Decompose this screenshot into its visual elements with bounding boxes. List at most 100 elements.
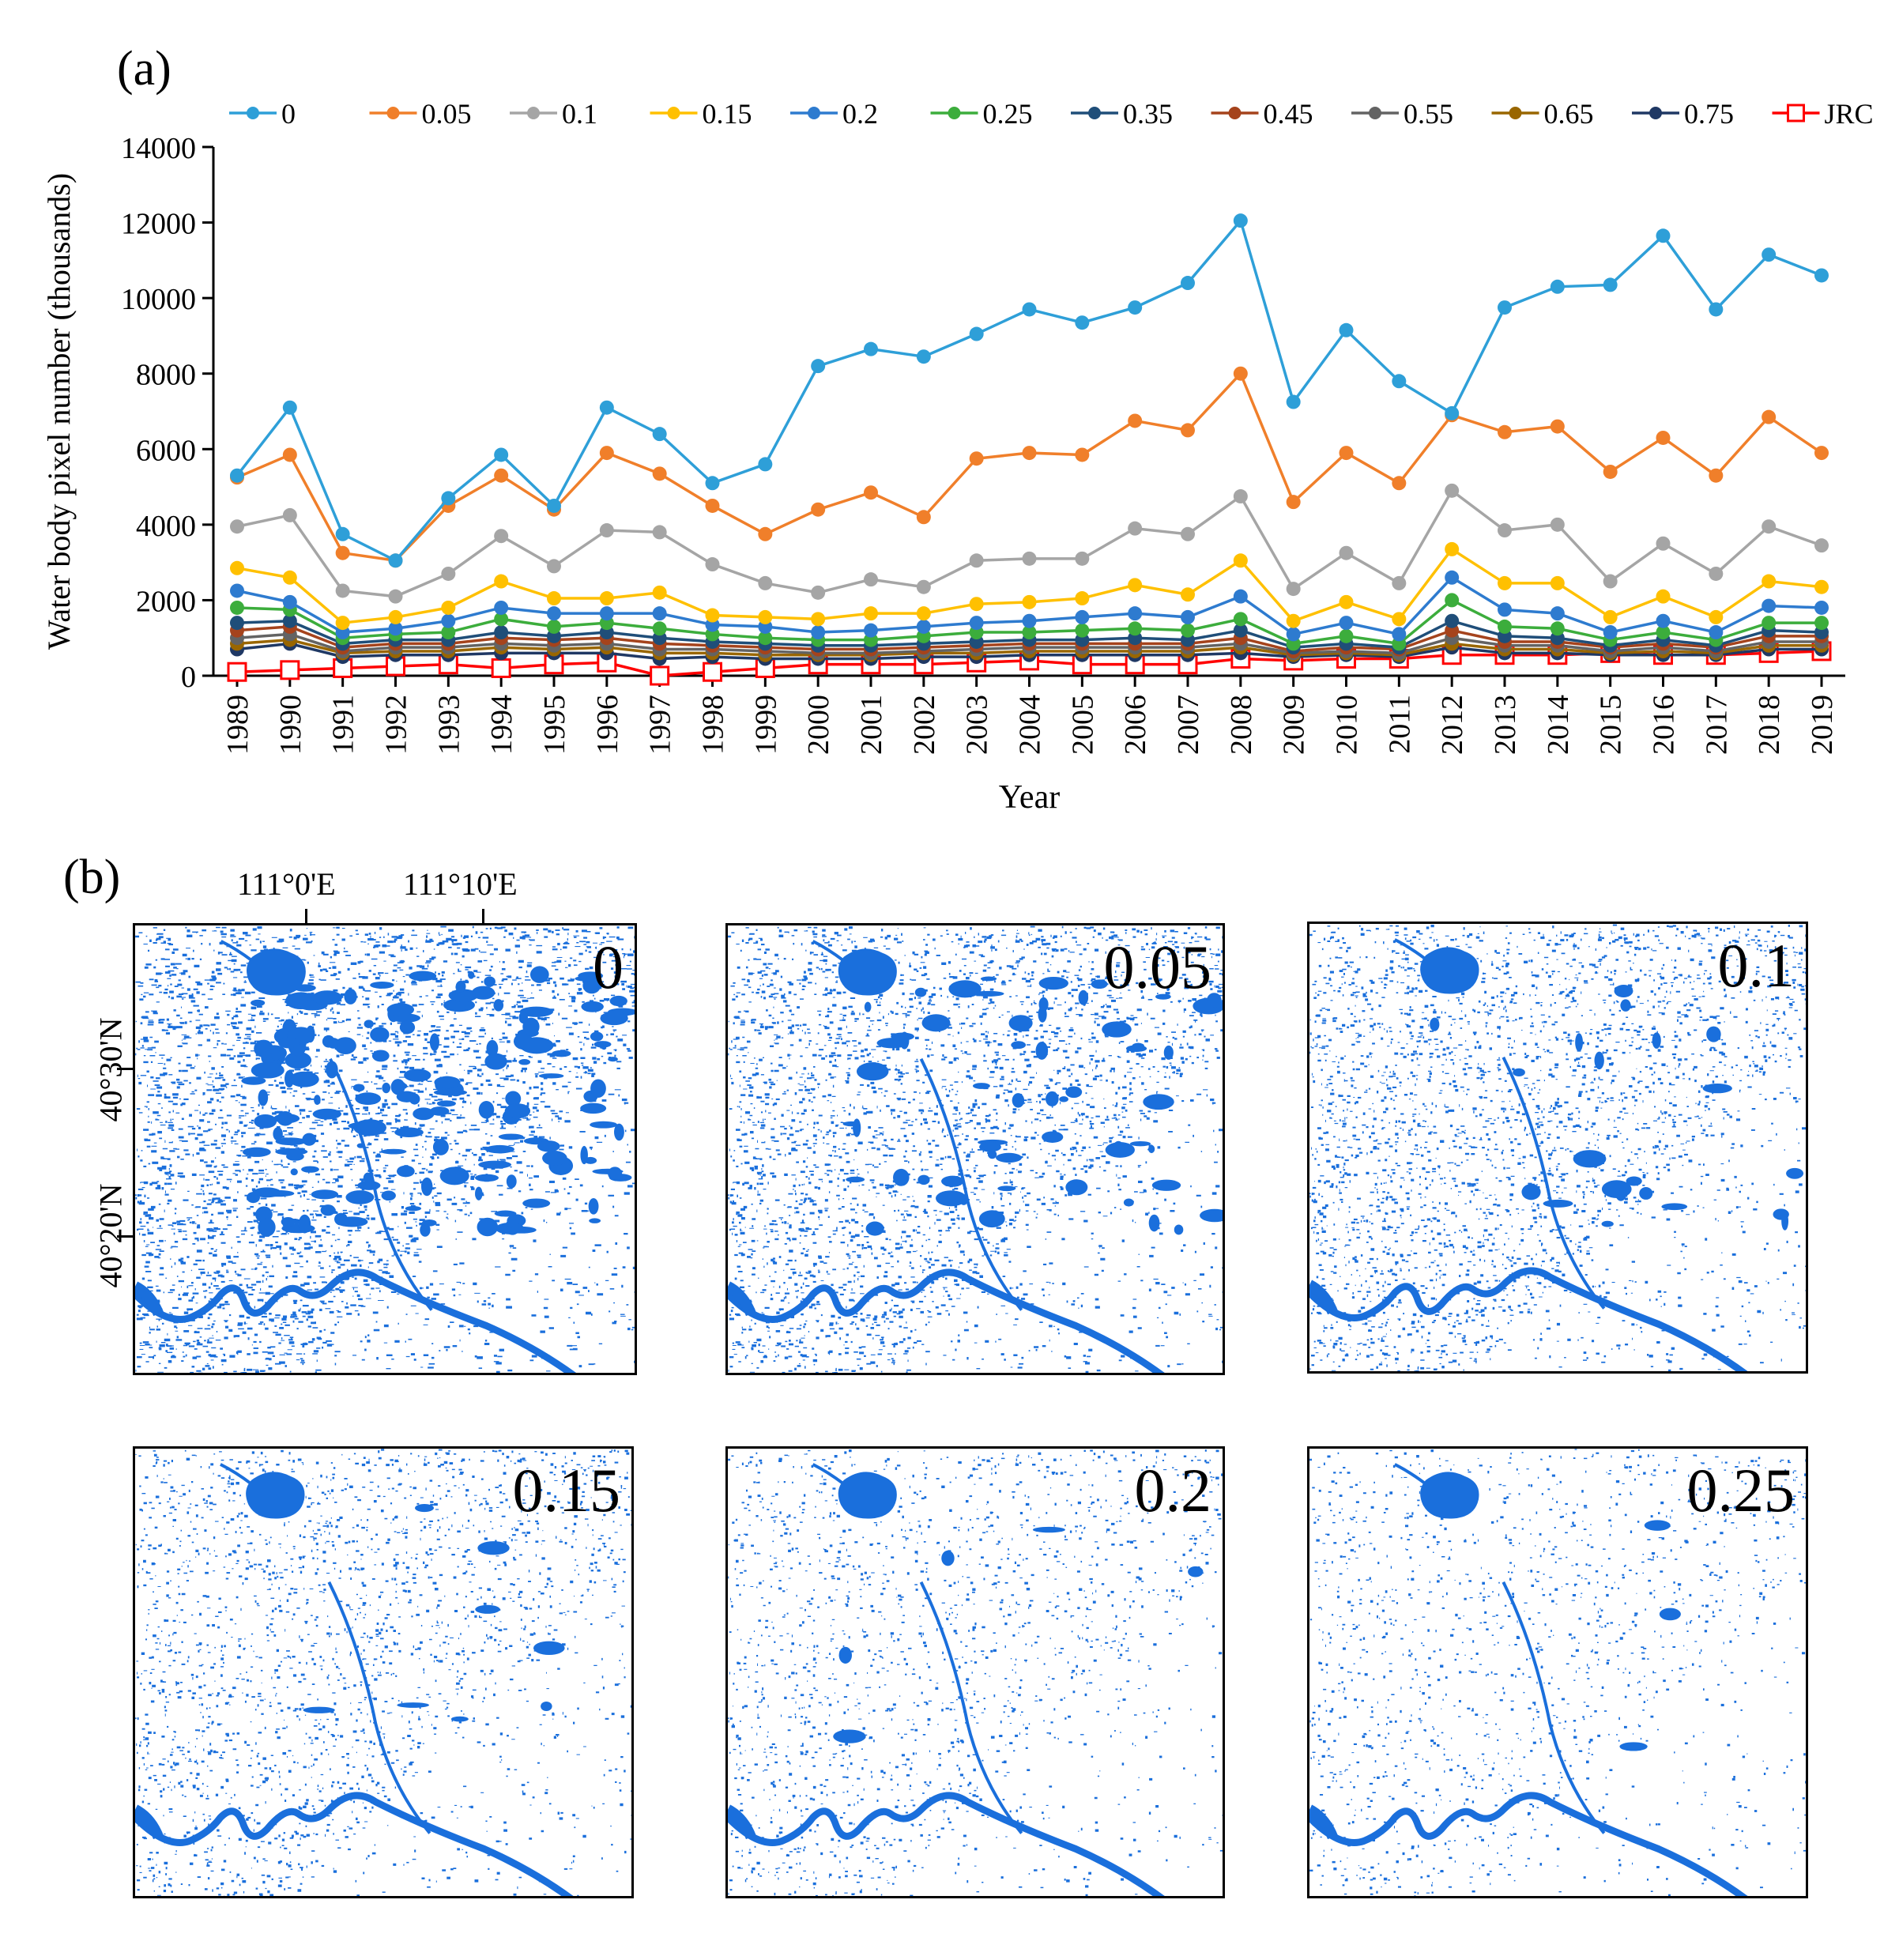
data-point-0 (1762, 247, 1777, 262)
data-point-0.15 (1022, 594, 1037, 609)
data-point-0.2 (1233, 589, 1248, 604)
data-point-0 (1709, 302, 1724, 317)
data-point-0.15 (282, 570, 297, 585)
legend-label: 0.45 (1264, 98, 1313, 130)
water-map-0.05: 0.05 (725, 923, 1225, 1375)
legend-marker (667, 107, 680, 119)
x-tick-label: 1999 (749, 695, 782, 755)
data-point-0.25 (441, 625, 456, 640)
data-point-JRC (703, 662, 722, 682)
data-point-0.2 (1339, 616, 1354, 631)
data-point-0.15 (1392, 612, 1407, 627)
legend-marker (1509, 107, 1522, 119)
data-point-0.05 (1022, 446, 1037, 461)
data-point-0.35 (494, 625, 509, 640)
y-tick-label: 12000 (121, 208, 196, 241)
data-point-0.15 (1339, 594, 1354, 609)
x-tick-label: 2019 (1806, 695, 1839, 755)
data-point-0.15 (1709, 609, 1724, 624)
data-point-0.2 (1709, 625, 1724, 640)
data-point-0.1 (1022, 551, 1037, 566)
data-point-0.1 (758, 575, 773, 590)
data-point-0.15 (388, 609, 403, 624)
y-tick-label: 4000 (136, 510, 196, 543)
x-tick-label: 2009 (1278, 695, 1311, 755)
legend-marker (1228, 107, 1242, 119)
data-point-0.05 (1709, 468, 1724, 483)
data-point-0.25 (1233, 612, 1248, 627)
line-chart: 0 2000 4000 6000 8000 10000 12000 14000 1989 1990… (41, 98, 1874, 816)
data-point-0.15 (1181, 587, 1195, 602)
data-point-0.25 (1445, 593, 1460, 608)
data-point-0.15 (916, 606, 931, 621)
data-point-0.15 (547, 591, 561, 606)
data-point-0.1 (547, 559, 561, 574)
x-tick-label: 2007 (1172, 695, 1205, 755)
data-point-0.15 (1550, 575, 1565, 590)
data-point-0.35 (1445, 613, 1460, 628)
x-tick-label: 2015 (1595, 695, 1628, 755)
legend-label: 0.2 (842, 98, 878, 130)
water-map-0.2: 0.2 (725, 1446, 1225, 1898)
water-map-0.05-image (728, 925, 1223, 1373)
data-point-0.25 (1128, 621, 1143, 636)
water-map-0: 0 (133, 923, 637, 1375)
data-point-0.05 (1181, 423, 1195, 438)
data-point-0.1 (1498, 523, 1512, 538)
data-point-0.2 (494, 600, 509, 615)
data-point-0.15 (652, 585, 667, 600)
data-point-0.05 (1814, 446, 1829, 461)
x-tick-label: 2004 (1014, 695, 1047, 755)
data-point-0.15 (441, 600, 456, 615)
data-point-0.25 (1550, 621, 1565, 636)
data-point-0 (758, 457, 773, 472)
data-point-JRC (650, 665, 670, 686)
data-point-0.2 (1814, 600, 1829, 615)
data-point-0.05 (705, 498, 720, 513)
data-point-0.1 (441, 566, 456, 581)
data-point-0.1 (599, 523, 614, 538)
data-point-0.1 (652, 525, 667, 540)
data-point-0 (1075, 315, 1090, 330)
data-point-JRC (227, 662, 247, 682)
data-point-0.1 (388, 589, 403, 604)
data-point-0.1 (1814, 538, 1829, 553)
data-point-0.2 (864, 623, 878, 638)
legend-label: 0.25 (983, 98, 1033, 130)
data-point-0.25 (1814, 616, 1829, 631)
data-point-0.15 (494, 574, 509, 589)
data-point-0.1 (1233, 489, 1248, 504)
data-point-0 (652, 427, 667, 442)
data-point-0.05 (282, 447, 297, 462)
lon-label-111-10: 111°10'E (403, 866, 518, 902)
data-point-0.2 (916, 619, 931, 634)
x-tick-label: 1998 (697, 695, 730, 755)
data-point-0.2 (1550, 606, 1565, 621)
y-tick-label: 6000 (136, 434, 196, 467)
water-map-0.15: 0.15 (133, 1446, 634, 1898)
data-point-0.1 (335, 583, 350, 598)
data-point-0 (1286, 394, 1301, 409)
data-point-0.2 (282, 594, 297, 609)
legend-marker (948, 107, 961, 119)
data-point-0 (1022, 302, 1037, 317)
legend-marker (1369, 107, 1381, 119)
x-tick-label: 2018 (1753, 695, 1786, 755)
x-tick-label: 2005 (1066, 695, 1099, 755)
data-point-0 (388, 553, 403, 568)
legend-marker (386, 107, 400, 119)
data-point-0.1 (1392, 575, 1407, 590)
data-point-0.15 (758, 609, 773, 624)
x-tick-label: 2001 (855, 695, 888, 755)
x-tick-label: 2016 (1648, 695, 1681, 755)
map-threshold-label: 0 (593, 933, 624, 1001)
data-point-0.15 (1233, 553, 1248, 568)
water-map-0.15-image (135, 1449, 631, 1896)
data-point-0.2 (1075, 609, 1090, 624)
data-point-0.2 (1286, 627, 1301, 642)
data-point-0.25 (758, 631, 773, 646)
data-point-0.1 (916, 579, 931, 594)
legend-label: 0.15 (703, 98, 752, 130)
series-line-0.1 (236, 488, 1822, 598)
data-point-0.2 (599, 606, 614, 621)
